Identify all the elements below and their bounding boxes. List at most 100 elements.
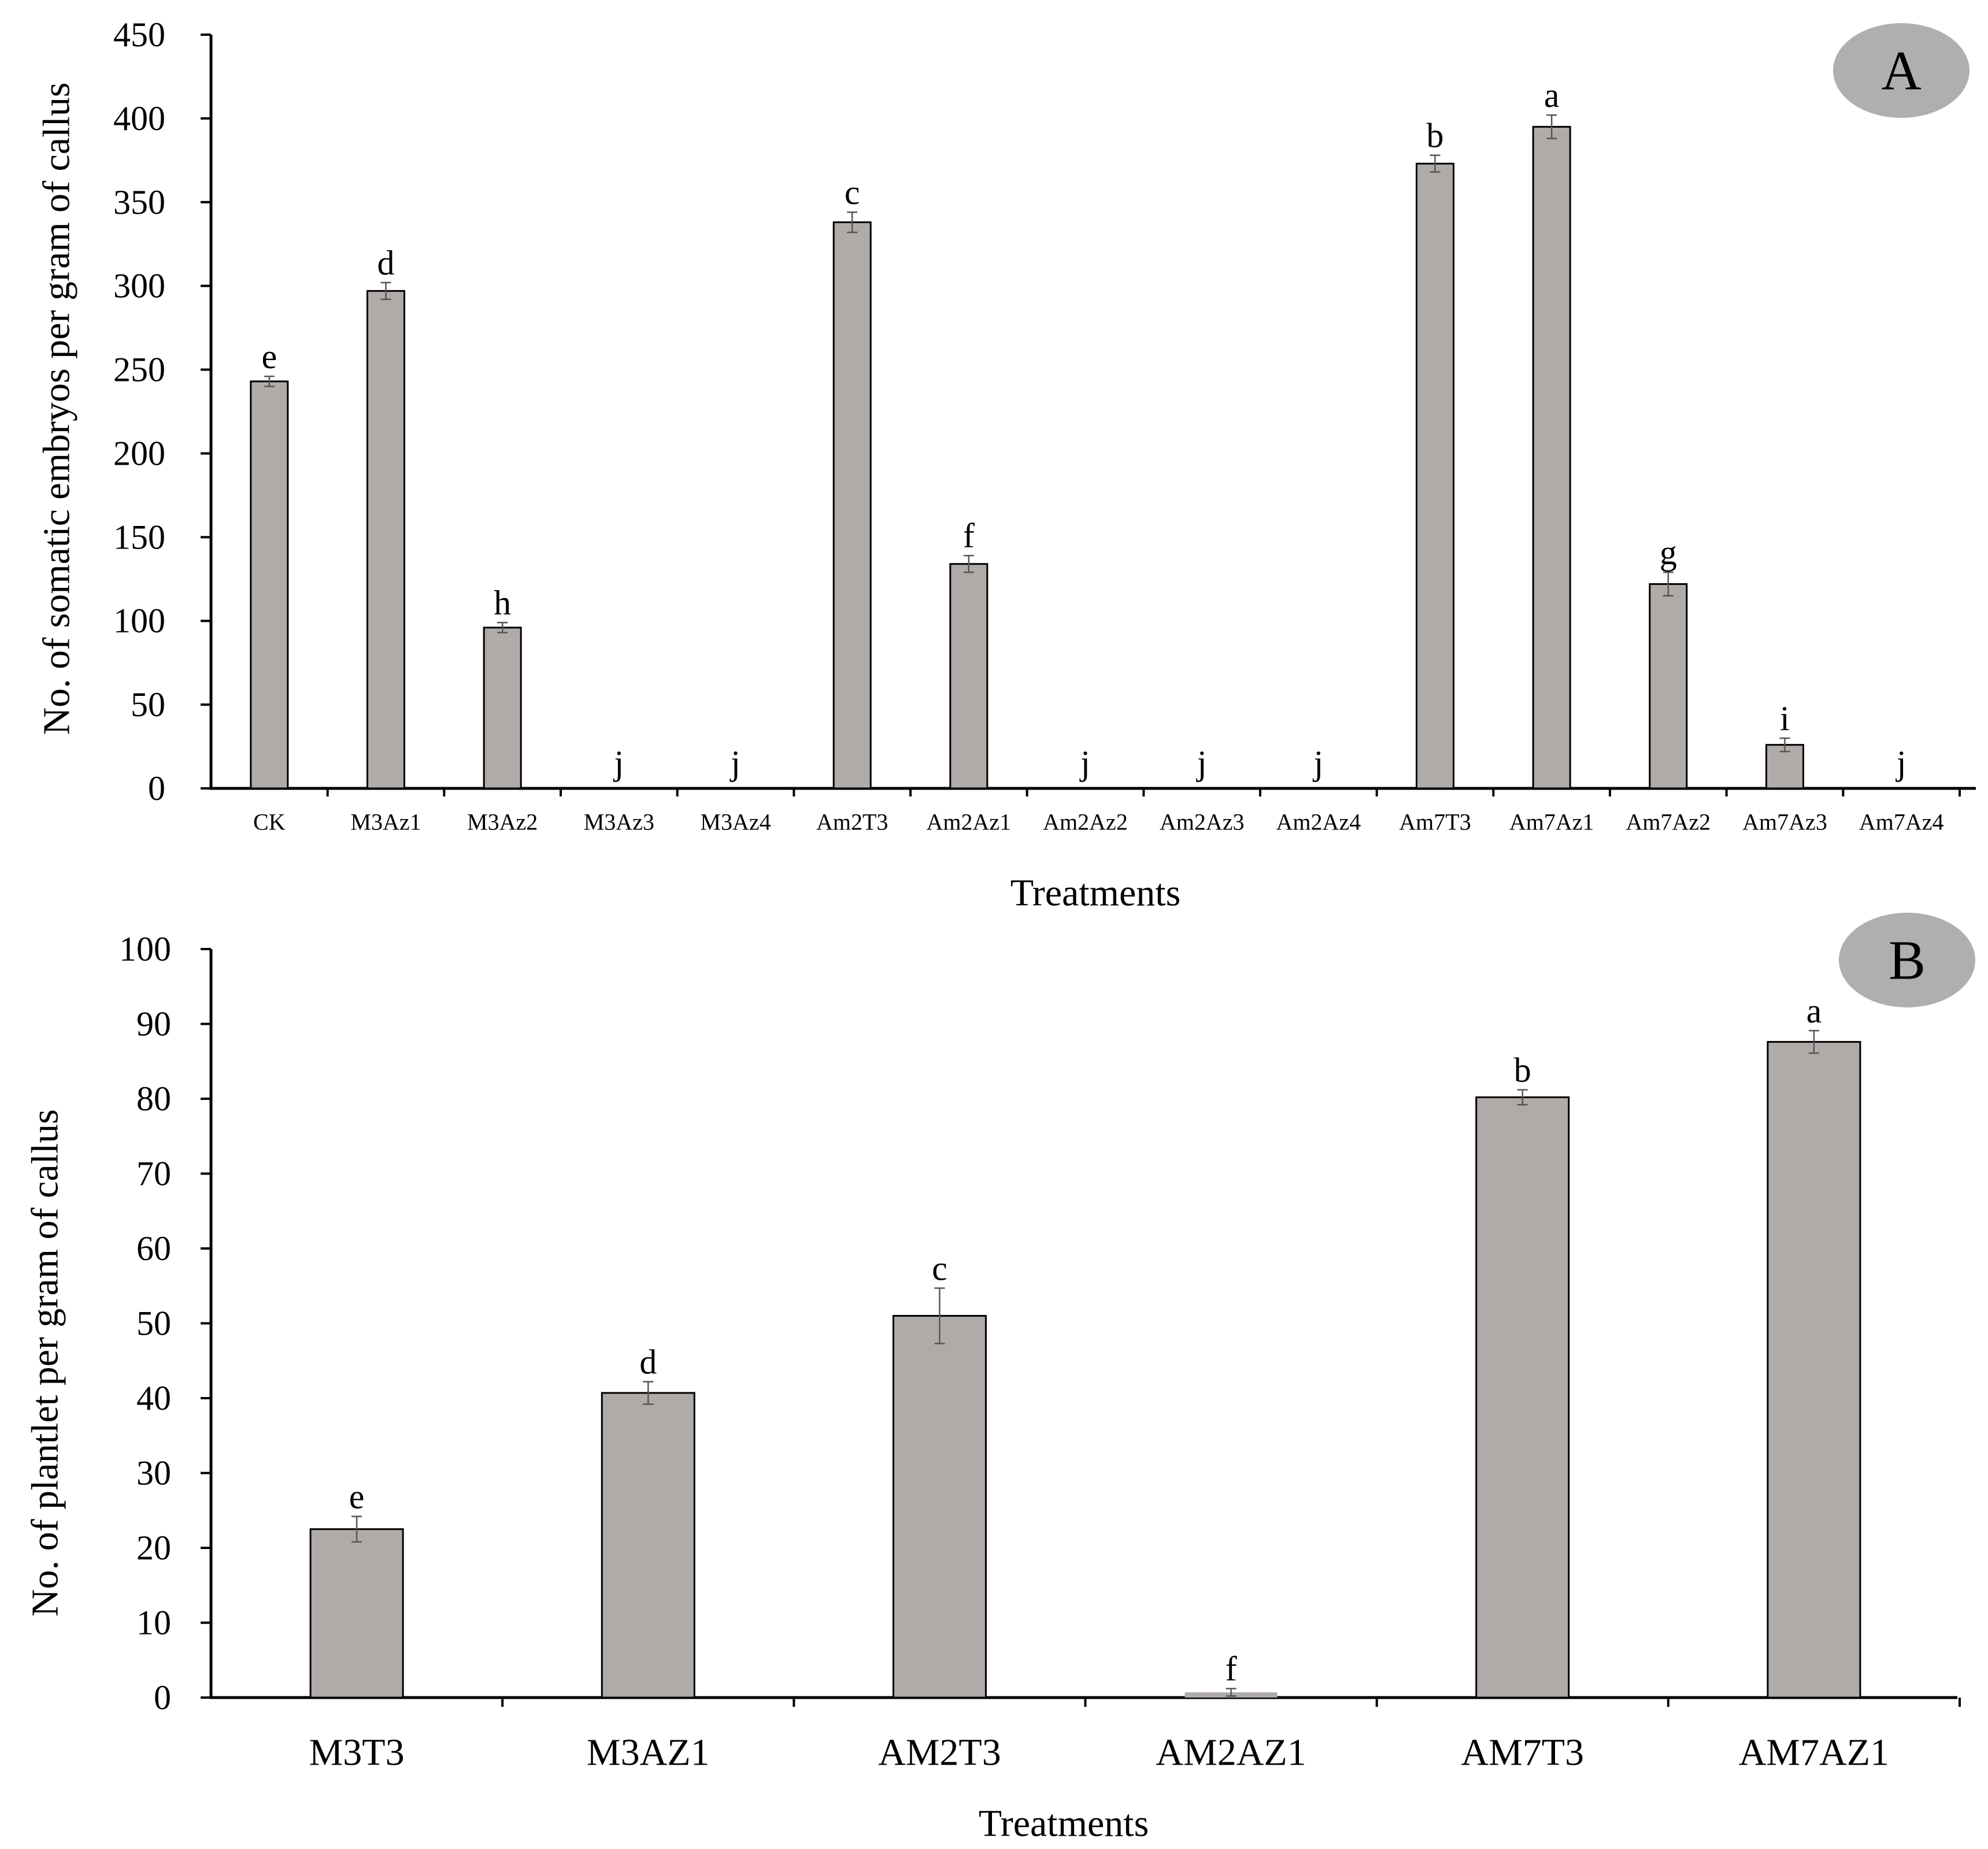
panel-b-x-ticks	[501, 1698, 1961, 1707]
panel-b-category-label: M3AZ1	[587, 1732, 710, 1774]
panel-a-significance-ck: e	[262, 338, 277, 376]
panel-a-y-tick-label: 450	[113, 16, 165, 54]
panel-b-error-bar-m3t3	[351, 1515, 362, 1543]
panel-b-bar-m3az1	[601, 1392, 695, 1699]
panel-b-y-tick-label: 0	[154, 1678, 171, 1717]
panel-a-category-label: Am2Az4	[1276, 809, 1361, 835]
panel-b-y-tick-label: 30	[136, 1454, 171, 1492]
panel-a-label: A	[1881, 40, 1921, 102]
panel-a-category-label: Am7Az2	[1626, 809, 1711, 835]
panel-a-category-label: Am7T3	[1399, 809, 1471, 835]
panel-b-bar-m3t3	[309, 1528, 404, 1699]
panel-a-significance-m3az4: j	[730, 744, 741, 782]
panel-b-category-label: AM2T3	[878, 1732, 1001, 1774]
panel-a-significance-m3az3: j	[613, 744, 624, 782]
panel-a-y-tick-label: 300	[113, 267, 165, 305]
panel-a-category-label: CK	[253, 809, 286, 835]
panel-a-y-ticks: 0 50 100 150 200 250 300 350 400 450	[113, 16, 211, 807]
panel-a-significance-am7az1: a	[1544, 76, 1560, 114]
panel-b-y-tick-label: 70	[136, 1155, 171, 1193]
panel-b-category-label: AM2AZ1	[1156, 1732, 1306, 1774]
panel-a-category-label: M3Az2	[467, 809, 538, 835]
panel-b-y-tick-label: 50	[136, 1305, 171, 1343]
panel-b-significance-am7t3: b	[1514, 1051, 1531, 1089]
panel-a-x-ticks	[326, 788, 1961, 796]
panel-a-error-bar-am7az3	[1779, 737, 1790, 753]
panel-a-category-label: Am2Az1	[927, 809, 1012, 835]
panel-b-chart: B No. of plantlet per gram of callus Tre…	[24, 913, 1975, 1845]
panel-a-bar-m3az1	[366, 290, 405, 790]
panel-a-category-label: M3Az3	[584, 809, 654, 835]
panel-a-category-label: Am7Az3	[1742, 809, 1827, 835]
panel-a-error-bar-am2az1	[963, 554, 974, 573]
panel-a-significance-am2az4: j	[1312, 744, 1323, 782]
panel-b-y-axis-title: No. of plantlet per gram of callus	[24, 1109, 66, 1617]
panel-a-category-label: Am2T3	[816, 809, 888, 835]
panel-a-bar-am2t3	[832, 221, 872, 790]
panel-b-y-tick-label: 60	[136, 1229, 171, 1268]
panel-b-error-bar-am7az1	[1808, 1029, 1819, 1054]
panel-b-significance-am7az1: a	[1806, 992, 1822, 1030]
panel-b-badge	[1839, 913, 1975, 1007]
panel-b-category-labels: M3T3 M3AZ1 AM2T3 AM2AZ1 AM7T3 AM7AZ1	[309, 1732, 1889, 1774]
panel-b-error-bar-m3az1	[643, 1381, 654, 1405]
panel-a-category-label: Am7Az4	[1859, 809, 1944, 835]
panel-a-error-bars	[264, 114, 1790, 753]
panel-a-y-tick-label: 0	[148, 769, 165, 807]
panel-a-y-tick-label: 350	[113, 183, 165, 221]
panel-b-significance-m3az1: d	[639, 1343, 657, 1381]
panel-b-significance-m3t3: e	[349, 1478, 365, 1516]
panel-b-y-tick-label: 10	[136, 1604, 171, 1642]
panel-b-error-bar-am2az1	[1226, 1688, 1237, 1697]
panel-a-bars	[250, 125, 1804, 790]
panel-b-significance-letters: e d c f b a	[349, 992, 1822, 1688]
panel-a-bar-m3az2	[483, 627, 522, 790]
panel-a-y-tick-label: 400	[113, 99, 165, 138]
panel-a-error-bar-ck	[264, 375, 275, 387]
panel-b-y-tick-label: 90	[136, 1005, 171, 1043]
panel-b-error-bars	[351, 1029, 1819, 1697]
panel-a-x-axis-title: Treatments	[1010, 872, 1181, 914]
panel-b-y-tick-label: 40	[136, 1379, 171, 1417]
panel-b-significance-am2t3: c	[932, 1250, 947, 1288]
panel-a-category-label: Am2Az3	[1160, 809, 1245, 835]
panel-a-significance-am7t3: b	[1427, 117, 1444, 155]
panel-a-chart: A No. of somatic embryos per gram of cal…	[36, 16, 1976, 914]
panel-b-bar-am7az1	[1767, 1041, 1861, 1699]
panel-a-significance-m3az2: h	[494, 584, 511, 622]
panel-a-error-bar-am7az2	[1663, 571, 1674, 597]
panel-b-significance-am2az1: f	[1226, 1650, 1237, 1688]
panel-b-y-tick-label: 100	[119, 930, 171, 968]
panel-a-significance-am2az2: j	[1079, 744, 1090, 782]
panel-b-category-label: AM7AZ1	[1739, 1732, 1889, 1774]
panel-a-category-label: Am7Az1	[1509, 809, 1594, 835]
panel-b-error-bar-am7t3	[1517, 1089, 1528, 1106]
panel-a-bar-am7az1	[1532, 125, 1571, 790]
panel-b-label: B	[1889, 929, 1926, 991]
panel-b-x-axis-title: Treatments	[979, 1803, 1149, 1845]
panel-a-error-bar-am7t3	[1430, 154, 1441, 173]
panel-a-category-label: Am2Az2	[1043, 809, 1128, 835]
panel-b-y-tick-label: 20	[136, 1529, 171, 1567]
panel-b-y-ticks: 0 10 20 30 40 50 60 70 80 90 100	[119, 930, 211, 1717]
panel-a-category-labels: CK M3Az1 M3Az2 M3Az3 M3Az4 Am2T3 Am2Az1 Am2Az2 A…	[253, 809, 1943, 835]
panel-a-significance-m3az1: d	[377, 244, 395, 282]
panel-a-bar-ck	[250, 380, 289, 790]
panel-a-significance-letters: e d h j j c f j j j b a g i j	[262, 76, 1906, 782]
panel-a-error-bar-am2t3	[847, 211, 858, 234]
panel-b-y-tick-label: 80	[136, 1080, 171, 1118]
panel-a-bar-am7az2	[1649, 583, 1688, 790]
panel-a-significance-am2az3: j	[1196, 744, 1207, 782]
panel-a-bar-am2az1	[949, 563, 989, 790]
panel-b-bar-am2t3	[892, 1315, 987, 1699]
panel-b-bar-am7t3	[1475, 1096, 1570, 1699]
panel-a-y-tick-label: 250	[113, 351, 165, 389]
panel-b-error-bar-am2t3	[934, 1287, 945, 1344]
panel-a-y-tick-label: 50	[131, 685, 165, 724]
panel-a-badge	[1833, 23, 1970, 118]
panel-a-error-bar-m3az1	[380, 281, 391, 301]
panel-a-y-tick-label: 200	[113, 434, 165, 472]
panel-a-y-tick-label: 100	[113, 602, 165, 640]
panel-a-significance-am2t3: c	[845, 173, 860, 212]
